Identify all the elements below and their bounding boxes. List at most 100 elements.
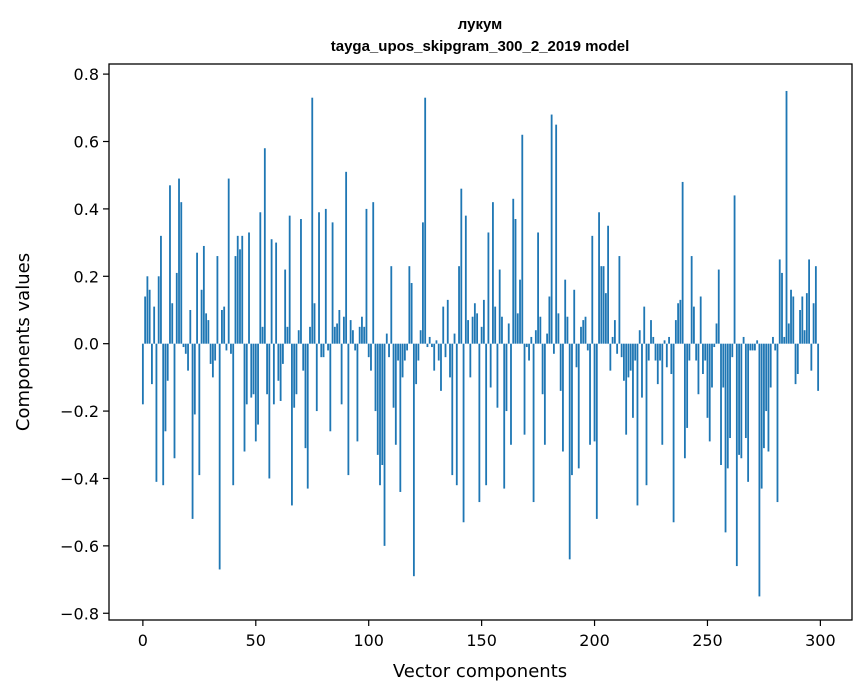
bar-14	[173, 343, 176, 459]
bar-101	[370, 343, 372, 371]
bar-1	[144, 296, 147, 344]
bar-165	[514, 219, 517, 344]
bar-64	[286, 326, 289, 344]
bar-42	[236, 235, 239, 344]
bar-6	[155, 343, 158, 482]
bar-253	[713, 343, 716, 348]
bar-95	[356, 343, 359, 442]
bar-298	[814, 266, 817, 344]
bar-12	[169, 185, 171, 344]
bar-208	[611, 336, 614, 344]
bar-194	[580, 326, 582, 344]
x-tick-label: 0	[138, 631, 148, 650]
bar-199	[591, 235, 594, 344]
bar-73	[306, 343, 309, 489]
bar-158	[498, 269, 501, 344]
bar-200	[593, 343, 596, 442]
bar-206	[607, 225, 609, 344]
y-axis-label: Components values	[13, 253, 34, 431]
bar-13	[171, 303, 174, 344]
bar-85	[333, 326, 336, 344]
bar-110	[390, 266, 393, 344]
bar-39	[230, 343, 232, 354]
bar-24	[196, 252, 198, 344]
bar-148	[476, 313, 479, 344]
bar-170	[525, 343, 528, 348]
bar-246	[697, 343, 700, 395]
bar-77	[315, 343, 318, 412]
x-tick-label: 300	[805, 631, 836, 650]
bar-195	[582, 320, 585, 344]
bar-61	[279, 343, 282, 401]
bar-9	[162, 343, 165, 486]
bar-213	[623, 343, 625, 381]
bar-168	[521, 134, 524, 344]
bar-97	[361, 316, 363, 344]
bar-16	[178, 178, 180, 344]
bar-7	[157, 276, 160, 344]
bar-244	[693, 306, 695, 344]
x-tick-label: 100	[353, 631, 384, 650]
bar-198	[589, 343, 591, 445]
bar-202	[598, 212, 600, 344]
bar-35	[221, 309, 223, 344]
y-tick-label: 0.8	[74, 65, 99, 84]
bar-23	[193, 343, 196, 415]
bar-269	[749, 343, 752, 351]
bar-282	[778, 259, 781, 344]
bar-186	[562, 343, 564, 452]
bar-276	[765, 343, 768, 412]
bar-29	[207, 320, 210, 344]
bar-22	[191, 343, 194, 519]
x-tick-label: 200	[579, 631, 610, 650]
bar-54	[263, 148, 266, 344]
bar-66	[291, 343, 293, 506]
bar-262	[733, 195, 736, 344]
bar-76	[313, 303, 316, 344]
bar-4	[151, 343, 153, 385]
x-axis-ticks: 0 50 100 150 200 250 300	[138, 620, 836, 650]
bar-201	[595, 343, 598, 519]
bar-181	[550, 114, 553, 344]
bar-293	[803, 330, 806, 344]
bar-129	[433, 343, 436, 371]
bar-239	[681, 181, 684, 344]
bar-191	[573, 289, 576, 344]
bar-164	[512, 198, 515, 344]
bar-31	[211, 343, 214, 378]
bar-56	[268, 343, 271, 479]
bar-263	[735, 343, 738, 567]
bar-161	[505, 343, 508, 412]
bar-226	[652, 336, 655, 344]
bar-88	[340, 343, 343, 405]
bar-87	[338, 309, 341, 344]
bar-184	[557, 313, 560, 344]
bar-296	[810, 343, 813, 371]
bar-227	[654, 343, 657, 361]
bar-160	[503, 343, 506, 489]
bar-28	[205, 313, 208, 344]
bar-108	[385, 333, 388, 344]
bar-182	[552, 343, 555, 354]
bar-149	[478, 343, 481, 503]
bar-119	[410, 283, 413, 344]
bar-11	[166, 343, 169, 381]
bar-155	[492, 202, 494, 344]
bar-103	[374, 343, 377, 412]
bar-245	[695, 343, 698, 361]
bar-55	[266, 343, 268, 395]
bar-114	[399, 343, 402, 492]
bar-243	[690, 256, 693, 344]
bar-255	[717, 269, 720, 344]
bar-84	[331, 222, 334, 344]
bar-256	[720, 343, 722, 465]
bar-136	[449, 343, 451, 378]
bar-86	[336, 323, 338, 344]
bar-257	[722, 343, 725, 388]
bar-47	[248, 232, 250, 344]
bar-102	[372, 202, 375, 344]
bar-145	[469, 343, 472, 378]
x-tick-label: 250	[692, 631, 723, 650]
bar-232	[665, 343, 668, 368]
